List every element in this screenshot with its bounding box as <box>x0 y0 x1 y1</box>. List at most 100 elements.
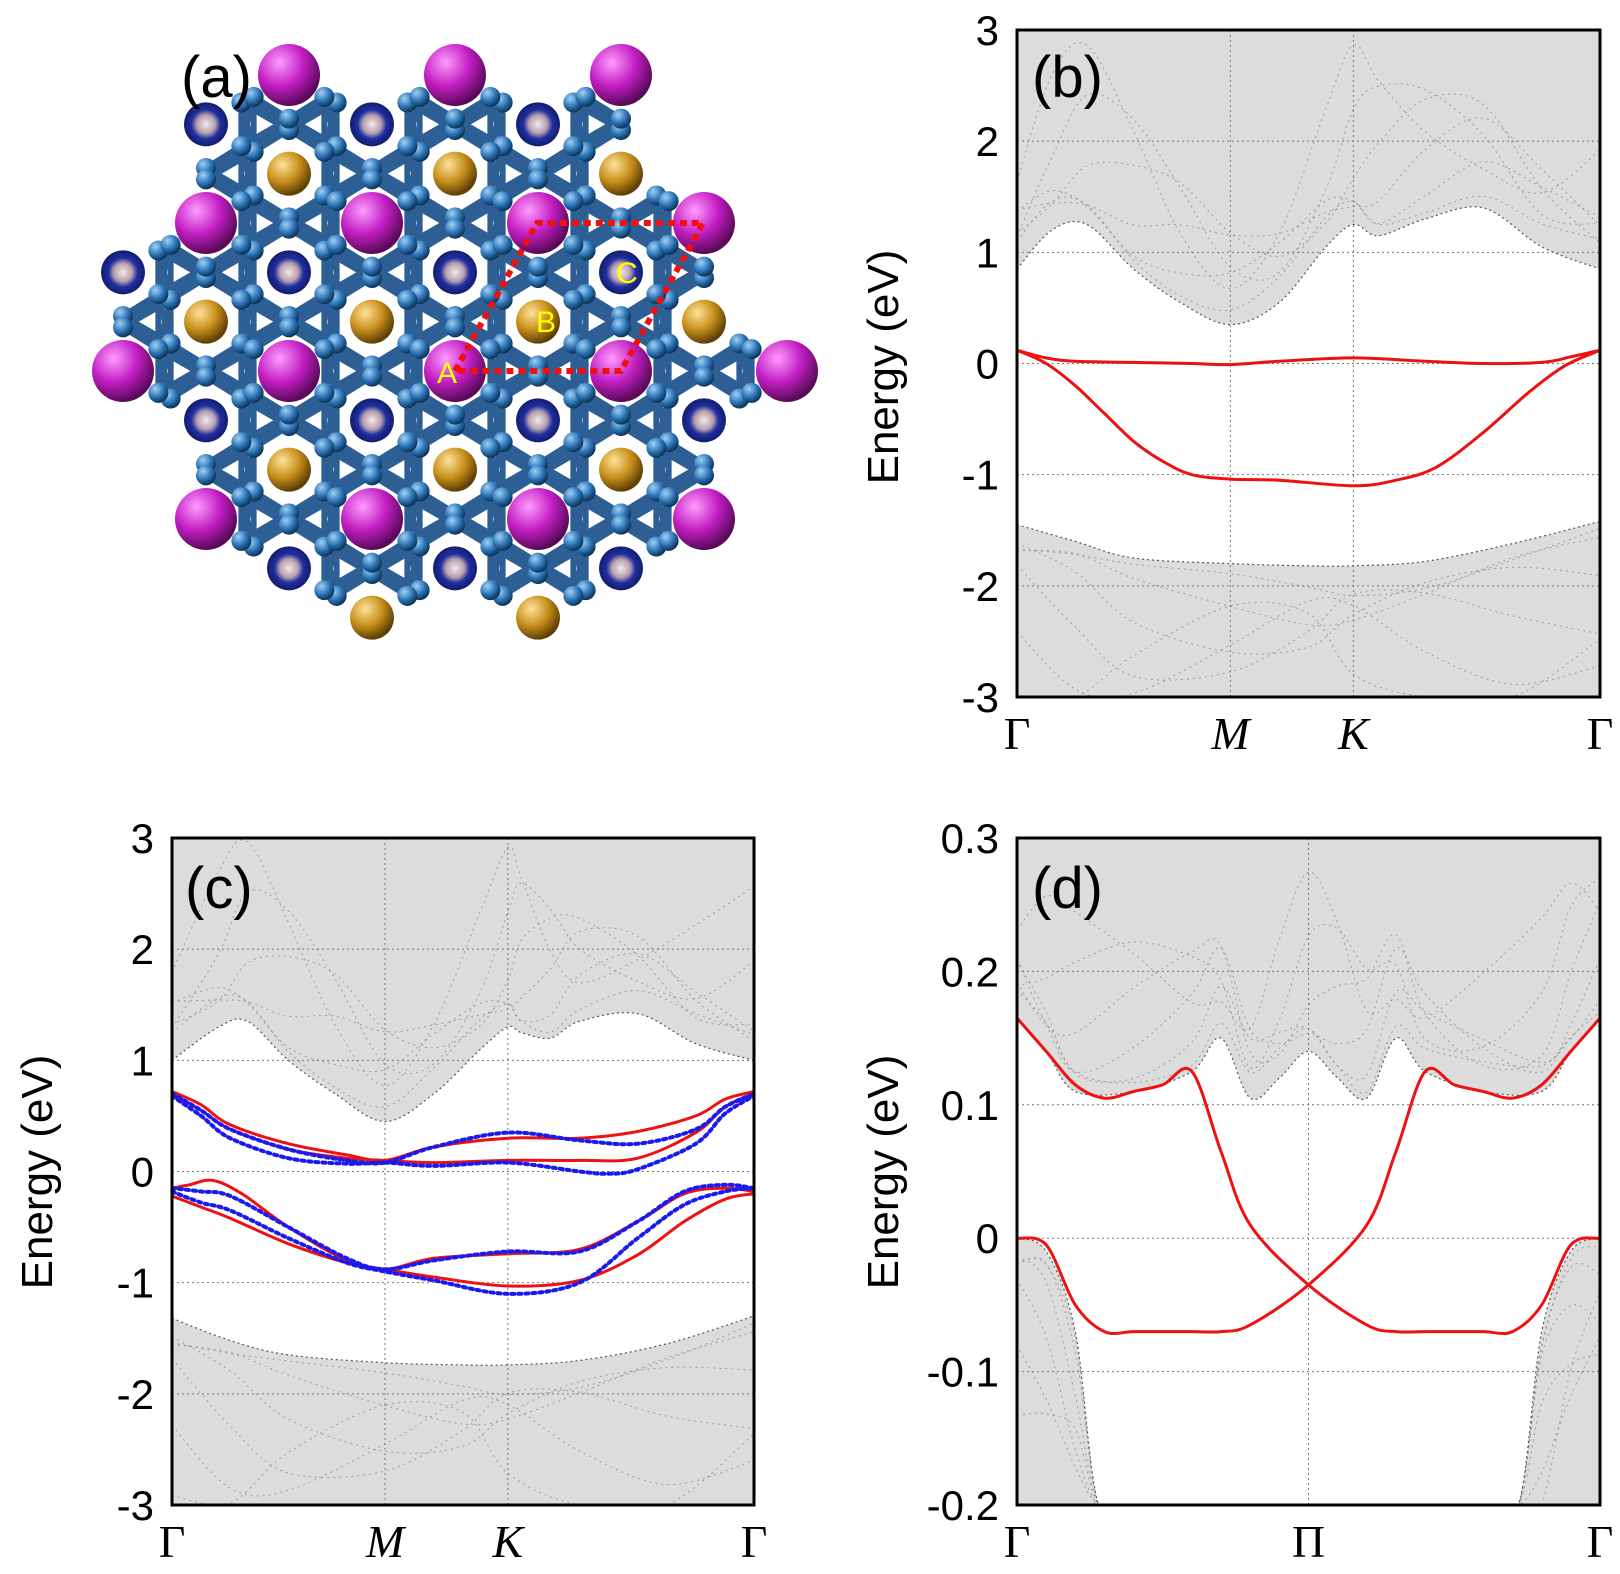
atom-large <box>92 340 154 402</box>
valence-edge <box>1017 520 1600 567</box>
atom-small <box>480 382 501 403</box>
atom-orange <box>599 151 643 196</box>
atom-small <box>694 256 714 277</box>
y-tick-label: 0.2 <box>941 948 999 995</box>
atom-large <box>175 488 237 550</box>
x-tick-label: Γ <box>1004 708 1031 759</box>
atom-small <box>492 234 513 255</box>
panel-label: (b) <box>1032 45 1103 110</box>
bulk-band-line <box>172 1396 754 1497</box>
atom-small <box>326 191 347 212</box>
series-upper-edge-band <box>1017 1017 1600 1336</box>
atom-small <box>575 339 596 360</box>
atom-small <box>646 382 667 403</box>
atom-small <box>563 289 584 310</box>
atom-small <box>646 437 667 458</box>
atom-large <box>590 44 652 106</box>
atom-small <box>231 289 252 310</box>
bulk-band-line <box>172 1401 754 1505</box>
atom-small <box>148 339 169 360</box>
y-tick-label: 1 <box>976 229 999 276</box>
atom-navy <box>267 546 311 591</box>
atom-small <box>492 191 513 212</box>
atom-navy <box>599 250 643 295</box>
bulk-band-line <box>1017 542 1600 655</box>
atom-small <box>148 382 169 403</box>
atom-small <box>694 465 714 486</box>
site-label-b: B <box>536 306 556 339</box>
atom-orange <box>267 151 311 196</box>
atom-small <box>480 339 501 360</box>
panel-label: (c) <box>185 856 253 921</box>
y-tick-label: 3 <box>131 815 154 862</box>
y-axis-label: Energy (eV) <box>13 1055 62 1290</box>
atom-small <box>480 86 501 107</box>
atom-small <box>314 339 335 360</box>
atom-small <box>480 141 501 162</box>
atom-small <box>563 191 584 212</box>
atom-large <box>673 192 735 254</box>
atom-small <box>326 530 347 551</box>
atom-small <box>362 465 382 486</box>
atom-small <box>196 465 216 486</box>
atom-small <box>231 234 252 255</box>
bulk-band-line <box>1017 42 1600 290</box>
bulk-band-line <box>1017 161 1600 277</box>
atom-large <box>258 340 320 402</box>
bulk-band-line <box>1017 902 1600 1071</box>
atom-small <box>611 404 631 425</box>
series-flat-band <box>1017 348 1600 367</box>
atom-small <box>480 580 501 601</box>
atom-small <box>160 234 181 255</box>
atom-small <box>658 530 679 551</box>
atom-small <box>279 317 299 338</box>
unit-cell-outline <box>449 220 709 374</box>
y-tick-label: -0.1 <box>927 1349 999 1396</box>
atom-small <box>694 366 714 387</box>
atom-large <box>507 488 569 550</box>
atom-small <box>397 136 418 157</box>
y-tick-label: 0 <box>976 341 999 388</box>
atom-small <box>563 530 584 551</box>
atom-small <box>409 339 430 360</box>
y-tick-label: -1 <box>962 452 999 499</box>
atom-small <box>611 317 631 338</box>
atom-small <box>480 284 501 305</box>
atom-small <box>231 487 252 508</box>
atom-small <box>492 487 513 508</box>
atom-small <box>279 108 299 129</box>
atom-small <box>243 86 264 107</box>
atom-small <box>362 366 382 387</box>
atom-small <box>528 169 548 190</box>
series-lower-blue-2 <box>172 1186 754 1296</box>
atom-navy <box>682 398 726 443</box>
y-axis-label: Energy (eV) <box>859 1055 908 1290</box>
bulk-band-line <box>172 927 754 1042</box>
y-tick-label: 0.1 <box>941 1082 999 1129</box>
panel-a-lattice: A B C (a) <box>92 44 818 640</box>
atom-small <box>231 432 252 453</box>
atom-small <box>397 530 418 551</box>
atom-small <box>231 191 252 212</box>
plot-area <box>1017 30 1600 697</box>
y-tick-label: -0.2 <box>927 1482 999 1529</box>
atom-small <box>362 552 382 573</box>
y-tick-label: -3 <box>117 1482 154 1529</box>
atom-small <box>575 382 596 403</box>
bulk-band-line <box>172 952 754 1073</box>
bulk-band-line <box>1017 117 1600 237</box>
atom-large <box>341 488 403 550</box>
valence-continuum <box>172 1316 754 1505</box>
panel-label: (d) <box>1032 856 1103 921</box>
bulk-band-line <box>1017 871 1600 1032</box>
atom-small <box>611 514 631 535</box>
atom-small <box>409 382 430 403</box>
site-label-c: C <box>616 257 638 290</box>
atom-small <box>445 108 465 129</box>
atom-small <box>528 465 548 486</box>
y-tick-label: 0 <box>131 1149 154 1196</box>
series-lower-blue-1 <box>172 1182 754 1272</box>
atom-small <box>563 432 584 453</box>
